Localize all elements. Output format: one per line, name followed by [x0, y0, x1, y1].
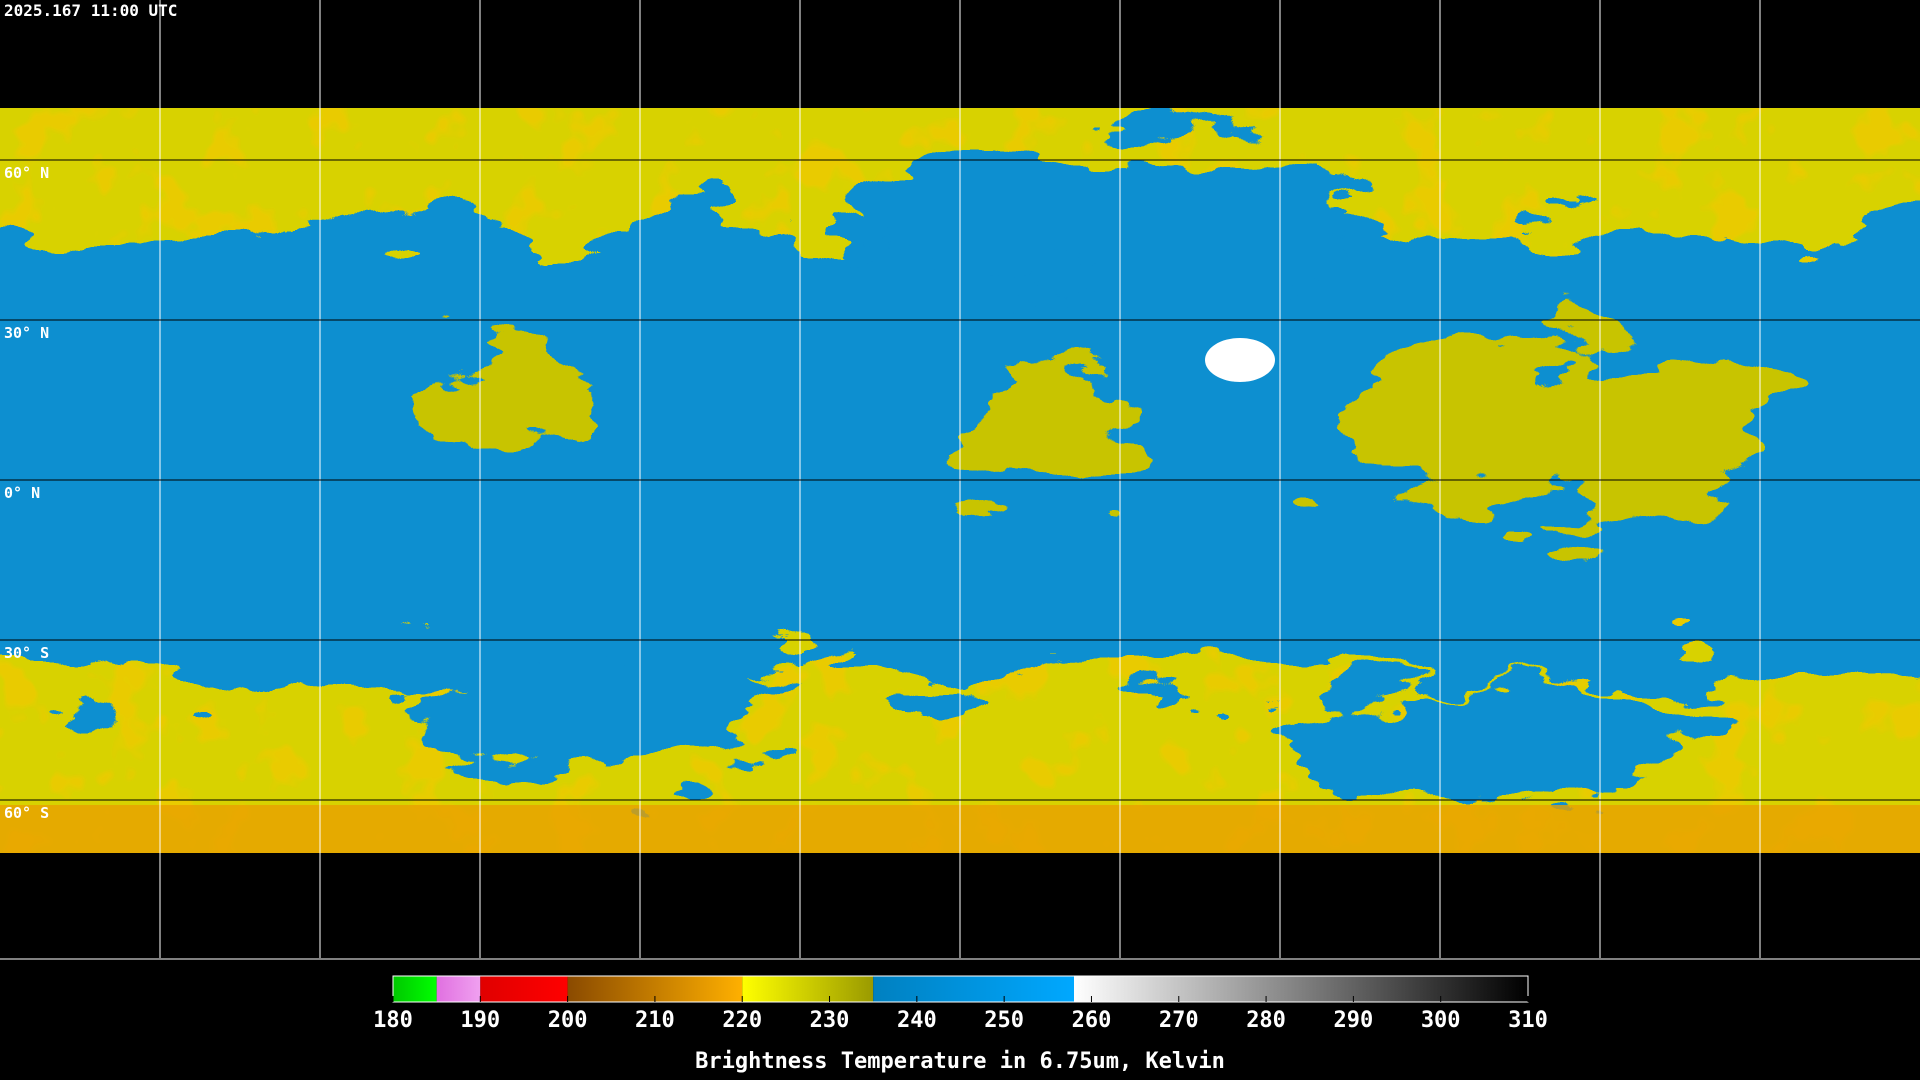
colorbar-segment	[480, 976, 568, 1002]
latitude-label: 30° S	[4, 644, 49, 662]
colorbar-tick-label: 270	[1159, 1008, 1199, 1033]
colorbar-tick-label: 260	[1072, 1008, 1112, 1033]
colorbar-tick-label: 180	[373, 1008, 413, 1033]
colorbar-tick-label: 300	[1421, 1008, 1461, 1033]
colorbar-tick-label: 230	[810, 1008, 850, 1033]
colorbar-tick-label: 310	[1508, 1008, 1548, 1033]
colorbar-tick-label: 210	[635, 1008, 675, 1033]
colorbar-tick-label: 200	[548, 1008, 588, 1033]
colorbar-tick-label: 220	[722, 1008, 762, 1033]
colorbar-tick-label: 190	[460, 1008, 500, 1033]
latitude-label: 60° S	[4, 804, 49, 822]
colorbar-tick-label: 280	[1246, 1008, 1286, 1033]
latitude-label: 30° N	[4, 324, 49, 342]
latitude-label: 0° N	[4, 484, 40, 502]
colorbar-tick-label: 240	[897, 1008, 937, 1033]
colorbar-segment	[742, 976, 874, 1002]
timestamp: 2025.167 11:00 UTC	[4, 1, 177, 20]
colorbar-segment	[873, 976, 1074, 1002]
colorbar-segment	[1074, 976, 1528, 1002]
colorbar-segment	[436, 976, 481, 1002]
colorbar-segment	[393, 976, 437, 1002]
latitude-label: 60° N	[4, 164, 49, 182]
colorbar-tick-label: 290	[1334, 1008, 1374, 1033]
colorbar-frame	[392, 975, 1529, 1003]
colorbar-title: Brightness Temperature in 6.75um, Kelvin	[695, 1049, 1225, 1074]
colorbar-tick-label: 250	[984, 1008, 1024, 1033]
